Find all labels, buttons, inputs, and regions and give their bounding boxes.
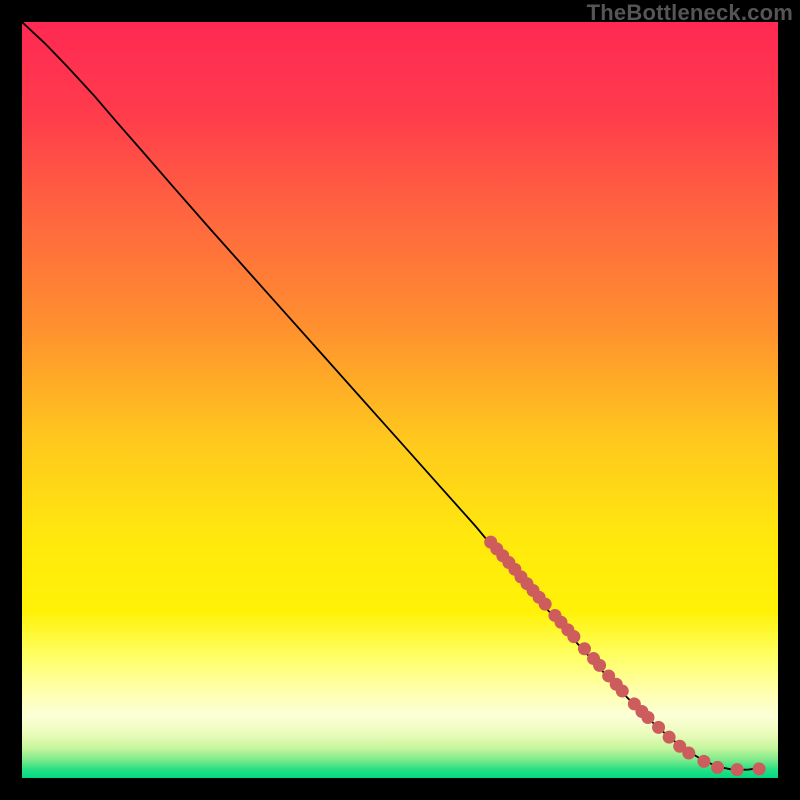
chart-frame: TheBottleneck.com	[0, 0, 800, 800]
data-marker	[682, 747, 695, 760]
plot-area	[22, 22, 778, 778]
data-marker	[616, 685, 629, 698]
data-marker	[731, 763, 744, 776]
gradient-background	[22, 22, 778, 778]
data-marker	[663, 731, 676, 744]
data-marker	[641, 711, 654, 724]
data-marker	[567, 630, 580, 643]
data-marker	[578, 642, 591, 655]
plot-svg	[22, 22, 778, 778]
data-marker	[697, 755, 710, 768]
data-marker	[652, 721, 665, 734]
watermark-text: TheBottleneck.com	[587, 0, 793, 26]
data-marker	[593, 659, 606, 672]
data-marker	[539, 598, 552, 611]
data-marker	[753, 762, 766, 775]
data-marker	[711, 761, 724, 774]
